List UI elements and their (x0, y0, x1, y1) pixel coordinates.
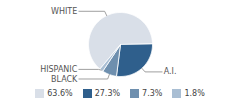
svg-text:HISPANIC: HISPANIC (40, 65, 78, 74)
svg-text:A.I.: A.I. (164, 67, 177, 76)
html-text:63.6%: 63.6% (47, 88, 73, 98)
html-text:7.3%: 7.3% (142, 88, 163, 98)
html-text:1.8%: 1.8% (184, 88, 205, 98)
svg-text:BLACK: BLACK (51, 75, 78, 84)
svg-text:WHITE: WHITE (51, 7, 77, 16)
html-text:27.3%: 27.3% (94, 88, 121, 98)
